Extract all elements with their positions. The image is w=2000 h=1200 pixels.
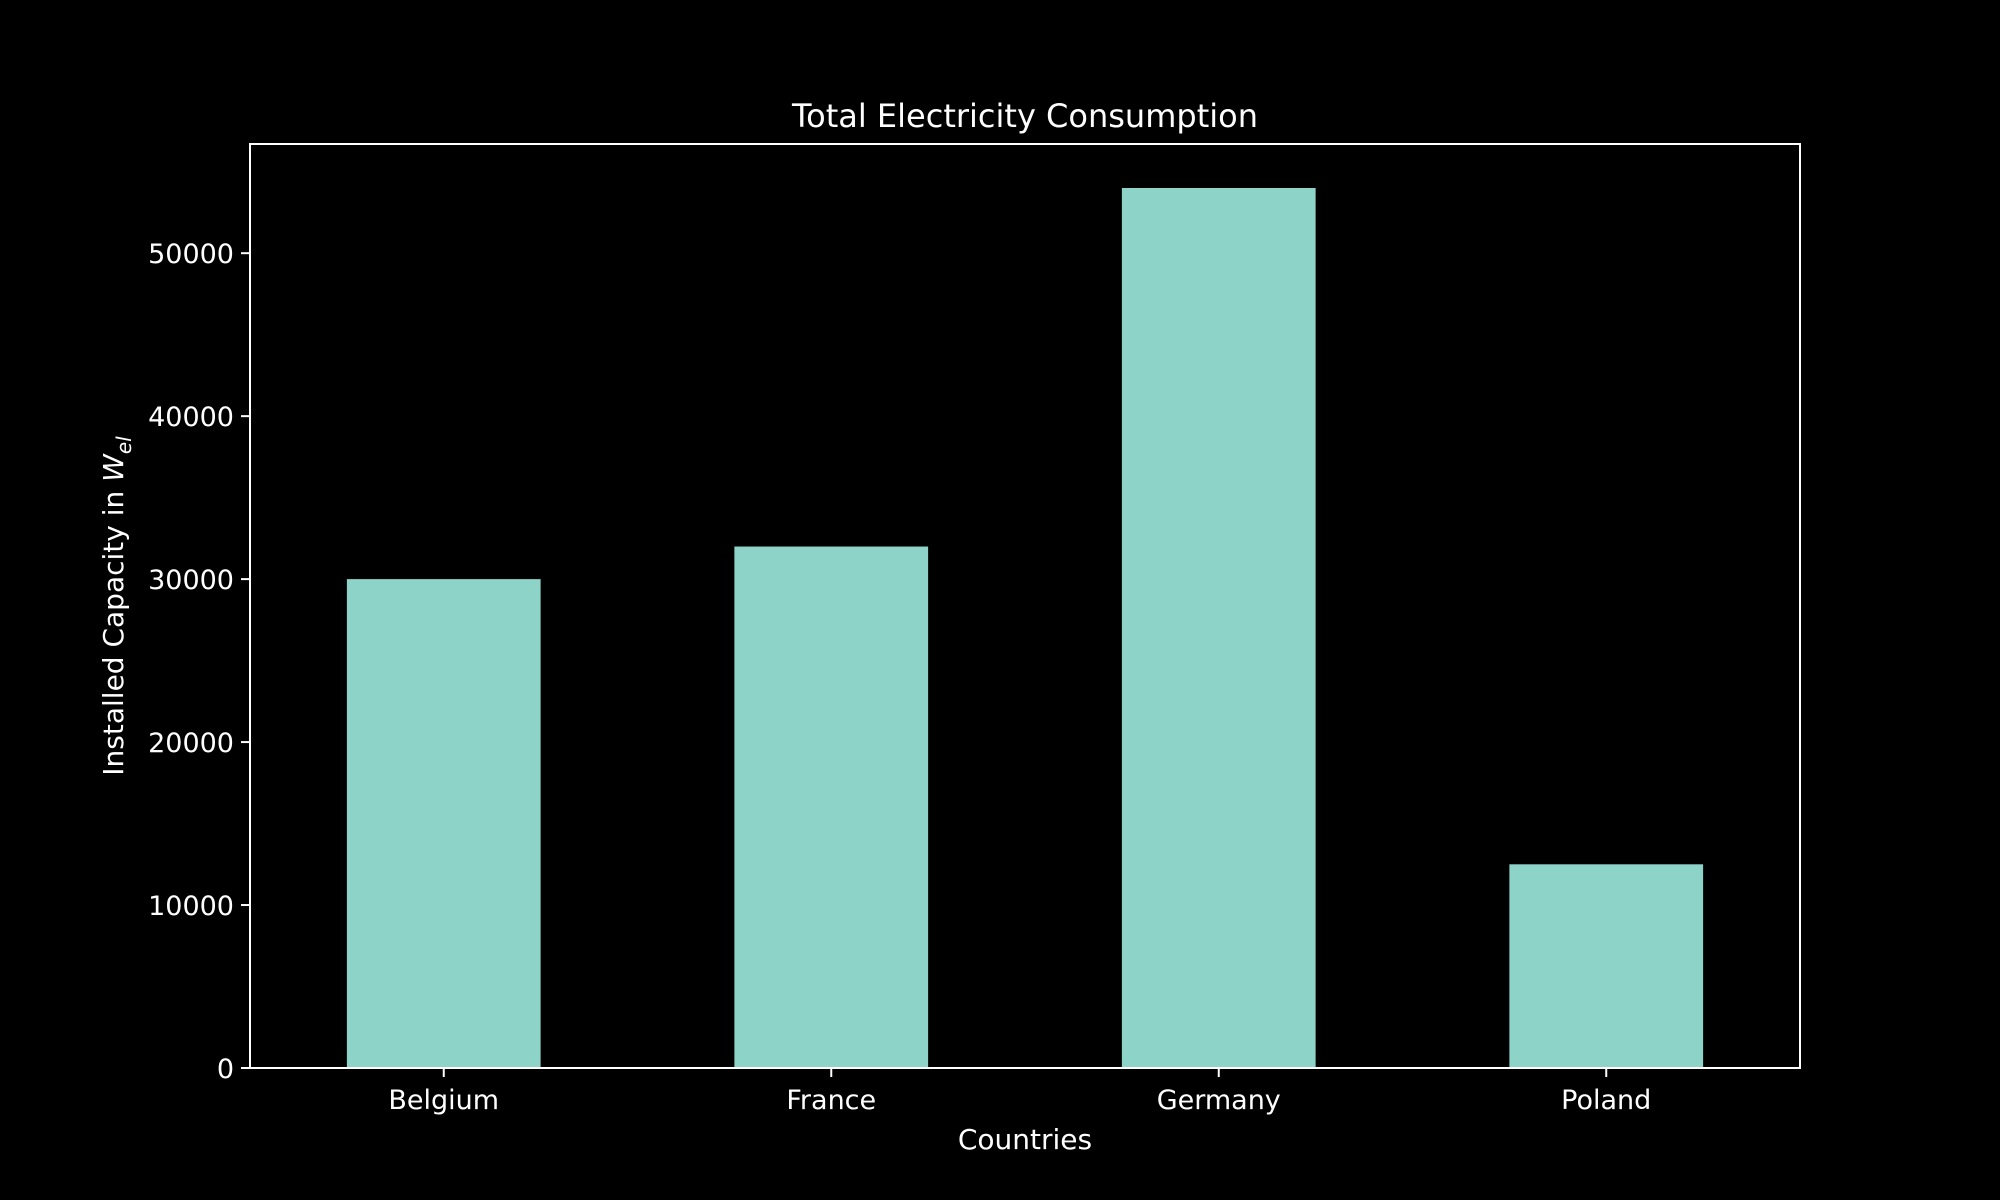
y-tick-label: 50000 bbox=[148, 239, 234, 270]
y-tick-label: 40000 bbox=[148, 402, 234, 433]
bar-france bbox=[734, 546, 929, 1068]
y-tick-label: 0 bbox=[217, 1054, 234, 1085]
plot-area-frame bbox=[249, 143, 1801, 1069]
bars-group bbox=[346, 188, 1704, 1068]
y-tick-label: 20000 bbox=[148, 728, 234, 759]
bar-germany bbox=[1121, 188, 1316, 1068]
bar-poland bbox=[1509, 864, 1704, 1068]
x-tick-label: Belgium bbox=[388, 1085, 499, 1116]
x-tick-label: Poland bbox=[1561, 1085, 1651, 1116]
y-axis-label-text: Installed Capacity in bbox=[97, 491, 130, 776]
y-tick-label: 30000 bbox=[148, 565, 234, 596]
y-axis-ticks: 0 10000 20000 30000 40000 50000 bbox=[148, 239, 250, 1085]
x-tick-label: France bbox=[786, 1085, 876, 1116]
y-tick-label: 10000 bbox=[148, 891, 234, 922]
y-axis-label-subscript: el bbox=[112, 436, 136, 454]
x-tick-label: Germany bbox=[1157, 1085, 1281, 1116]
y-axis-label: Installed Capacity in Wel bbox=[97, 436, 136, 776]
x-axis-label: Countries bbox=[958, 1123, 1092, 1156]
bar-belgium bbox=[346, 579, 541, 1068]
chart-title: Total Electricity Consumption bbox=[791, 97, 1258, 135]
x-axis-ticks: Belgium France Germany Poland bbox=[388, 1068, 1651, 1116]
y-axis-label-math: W bbox=[97, 453, 130, 482]
